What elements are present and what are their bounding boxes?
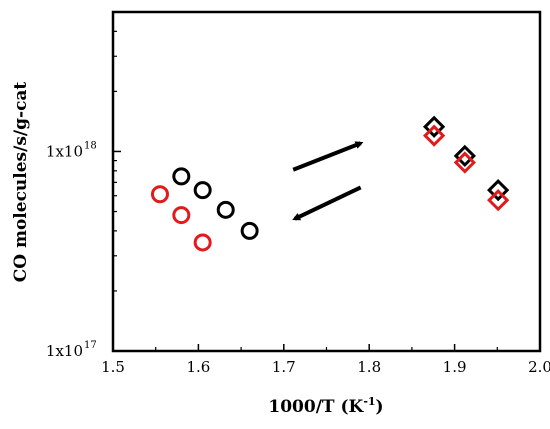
- x-tick-label: 2.0: [528, 358, 550, 376]
- x-axis: 1.5 1.6 1.7 1.8 1.9 2.0: [101, 344, 550, 376]
- y-tick-exponent: 18: [84, 140, 97, 151]
- y-tick-exponent: 17: [84, 340, 97, 351]
- x-tick-label: 1.9: [443, 358, 467, 376]
- y-axis-title: CO molecules/s/g-cat: [11, 82, 31, 283]
- diamond-marker: [422, 115, 446, 138]
- arrow-down-left: [292, 185, 362, 221]
- circle-marker: [240, 221, 259, 240]
- diamond-marker: [422, 124, 446, 147]
- diamond-marker: [487, 179, 510, 202]
- x-axis-title: 1000/T (K-1): [268, 395, 383, 417]
- y-tick-label: 1x10: [46, 142, 83, 160]
- circle-marker: [150, 185, 169, 204]
- x-tick-label: 1.5: [101, 358, 125, 376]
- circle-marker: [193, 233, 212, 252]
- x-tick-label: 1.6: [186, 358, 210, 376]
- x-tick-label: 1.8: [357, 358, 381, 376]
- circle-marker: [216, 200, 235, 219]
- circle-marker: [172, 206, 191, 225]
- circle-marker: [193, 181, 212, 200]
- annotation-arrows: [292, 141, 364, 221]
- diamond-marker: [453, 151, 476, 174]
- y-tick-label: 1x10: [46, 342, 83, 360]
- arrow-up-right: [292, 141, 364, 172]
- data-markers: [150, 115, 510, 252]
- circle-marker: [172, 167, 191, 186]
- diamond-marker: [487, 189, 510, 212]
- diamond-marker: [453, 144, 476, 168]
- x-tick-label: 1.7: [272, 358, 296, 376]
